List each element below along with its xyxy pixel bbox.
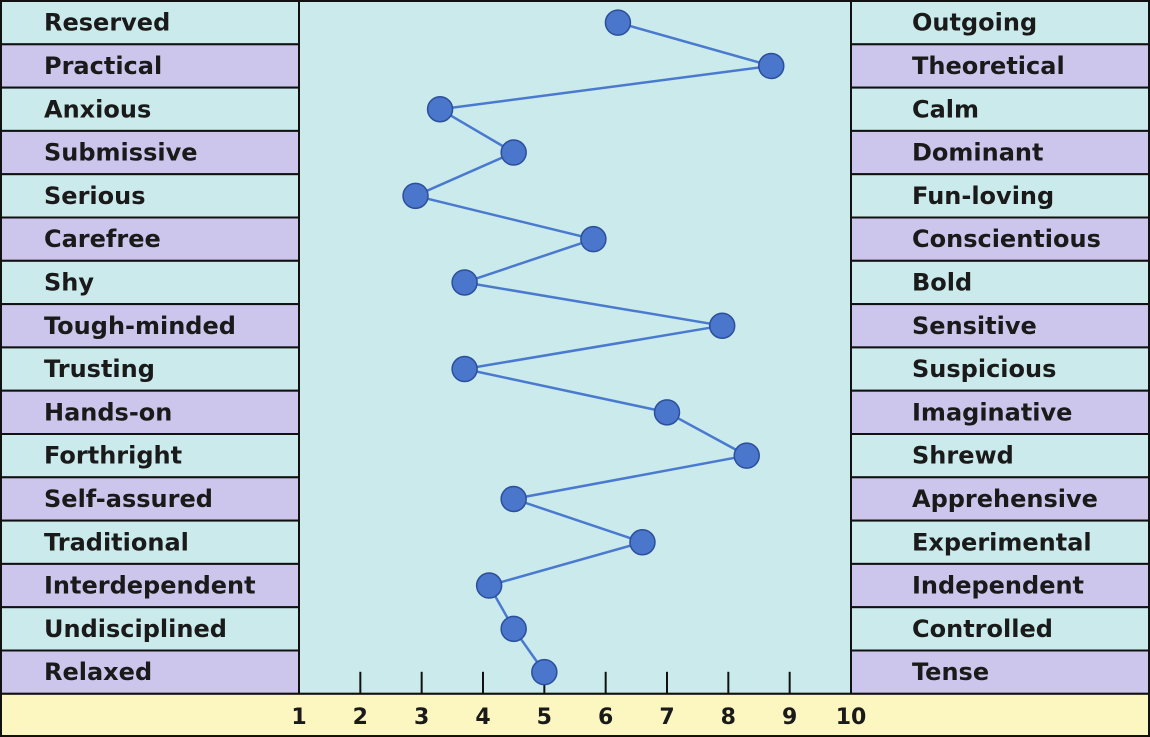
right-trait-label: Imaginative	[912, 398, 1072, 426]
plot-area	[298, 0, 852, 695]
right-trait-row	[850, 649, 1150, 695]
profile-points	[402, 9, 785, 686]
left-trait-label: Traditional	[44, 528, 189, 556]
right-trait-label: Independent	[912, 572, 1084, 600]
x-tick-label: 6	[598, 705, 613, 730]
x-tick-label: 1	[291, 705, 306, 730]
right-trait-row	[850, 86, 1150, 132]
right-trait-label: Bold	[912, 268, 972, 296]
right-trait-row	[850, 606, 1150, 652]
trait-labels: Reserved Outgoing Practical Theoretical Anxi…	[44, 9, 1101, 687]
right-trait-label: Sensitive	[912, 312, 1037, 340]
left-trait-label: Submissive	[44, 139, 198, 167]
right-trait-label: Tense	[912, 658, 989, 686]
right-trait-label: Suspicious	[912, 355, 1056, 383]
profile-point	[500, 615, 527, 643]
left-trait-row	[0, 476, 300, 522]
right-trait-label: Theoretical	[912, 52, 1065, 80]
left-trait-label: Relaxed	[44, 658, 152, 686]
profile-point	[629, 529, 656, 556]
profile-point	[733, 442, 760, 469]
left-trait-row	[0, 389, 300, 436]
profile-point	[475, 572, 503, 599]
left-trait-label: Forthright	[44, 442, 182, 470]
profile-point	[531, 658, 558, 686]
left-trait-row	[0, 606, 300, 652]
right-trait-row	[850, 216, 1150, 262]
x-tick-label: 2	[353, 705, 368, 730]
profile-point	[500, 485, 527, 513]
right-trait-label: Experimental	[912, 528, 1092, 556]
profile-point	[451, 355, 478, 383]
x-tick-label: 5	[537, 705, 552, 730]
right-trait-label: Controlled	[912, 615, 1053, 643]
right-trait-row	[850, 433, 1150, 479]
profile-point	[604, 9, 632, 36]
right-trait-label: Shrewd	[912, 442, 1014, 470]
profile-point	[402, 182, 429, 210]
right-trait-row	[850, 519, 1150, 565]
left-trait-row	[0, 0, 300, 46]
right-trait-label: Dominant	[912, 139, 1043, 167]
profile-line	[411, 21, 772, 673]
right-trait-label: Outgoing	[912, 9, 1037, 37]
x-tick-label: 8	[721, 705, 736, 730]
left-trait-label: Self-assured	[44, 485, 213, 513]
left-trait-row	[0, 346, 300, 392]
x-tick-label: 4	[475, 705, 490, 730]
left-trait-row	[0, 433, 300, 479]
right-trait-label: Calm	[912, 95, 979, 123]
profile-point	[653, 399, 681, 426]
left-trait-label: Carefree	[44, 225, 161, 253]
right-trait-label: Apprehensive	[912, 485, 1098, 513]
left-trait-label: Anxious	[44, 95, 151, 123]
profile-point	[708, 312, 736, 339]
x-axis-band	[0, 692, 1150, 737]
x-tick-label: 7	[659, 705, 674, 730]
profile-point	[500, 139, 527, 166]
left-trait-label: Trusting	[44, 355, 155, 383]
left-trait-label: Undisciplined	[44, 615, 227, 643]
x-tick-label: 3	[414, 705, 429, 730]
left-trait-label: Practical	[44, 52, 162, 80]
left-trait-row	[0, 562, 300, 609]
right-trait-label: Conscientious	[912, 225, 1101, 253]
left-trait-label: Tough-minded	[44, 312, 236, 340]
profile-point	[580, 225, 607, 253]
left-trait-label: Interdependent	[44, 572, 256, 600]
left-trait-label: Serious	[44, 182, 145, 210]
right-trait-row	[850, 43, 1150, 89]
x-tick-label: 9	[782, 705, 797, 730]
right-trait-row	[850, 389, 1150, 436]
profile-point	[758, 52, 785, 80]
left-trait-row	[0, 649, 300, 695]
left-trait-label: Reserved	[44, 9, 170, 37]
right-trait-label: Fun-loving	[912, 182, 1054, 210]
profile-point	[451, 269, 478, 296]
left-trait-label: Hands-on	[44, 398, 172, 426]
left-trait-label: Shy	[44, 268, 94, 296]
right-trait-row	[850, 562, 1150, 609]
right-trait-row	[850, 0, 1150, 46]
right-trait-row	[850, 259, 1150, 306]
right-trait-row	[850, 173, 1150, 219]
x-tick-label: 10	[836, 705, 867, 730]
trait-rows	[0, 0, 1150, 695]
profile-point	[426, 96, 454, 123]
